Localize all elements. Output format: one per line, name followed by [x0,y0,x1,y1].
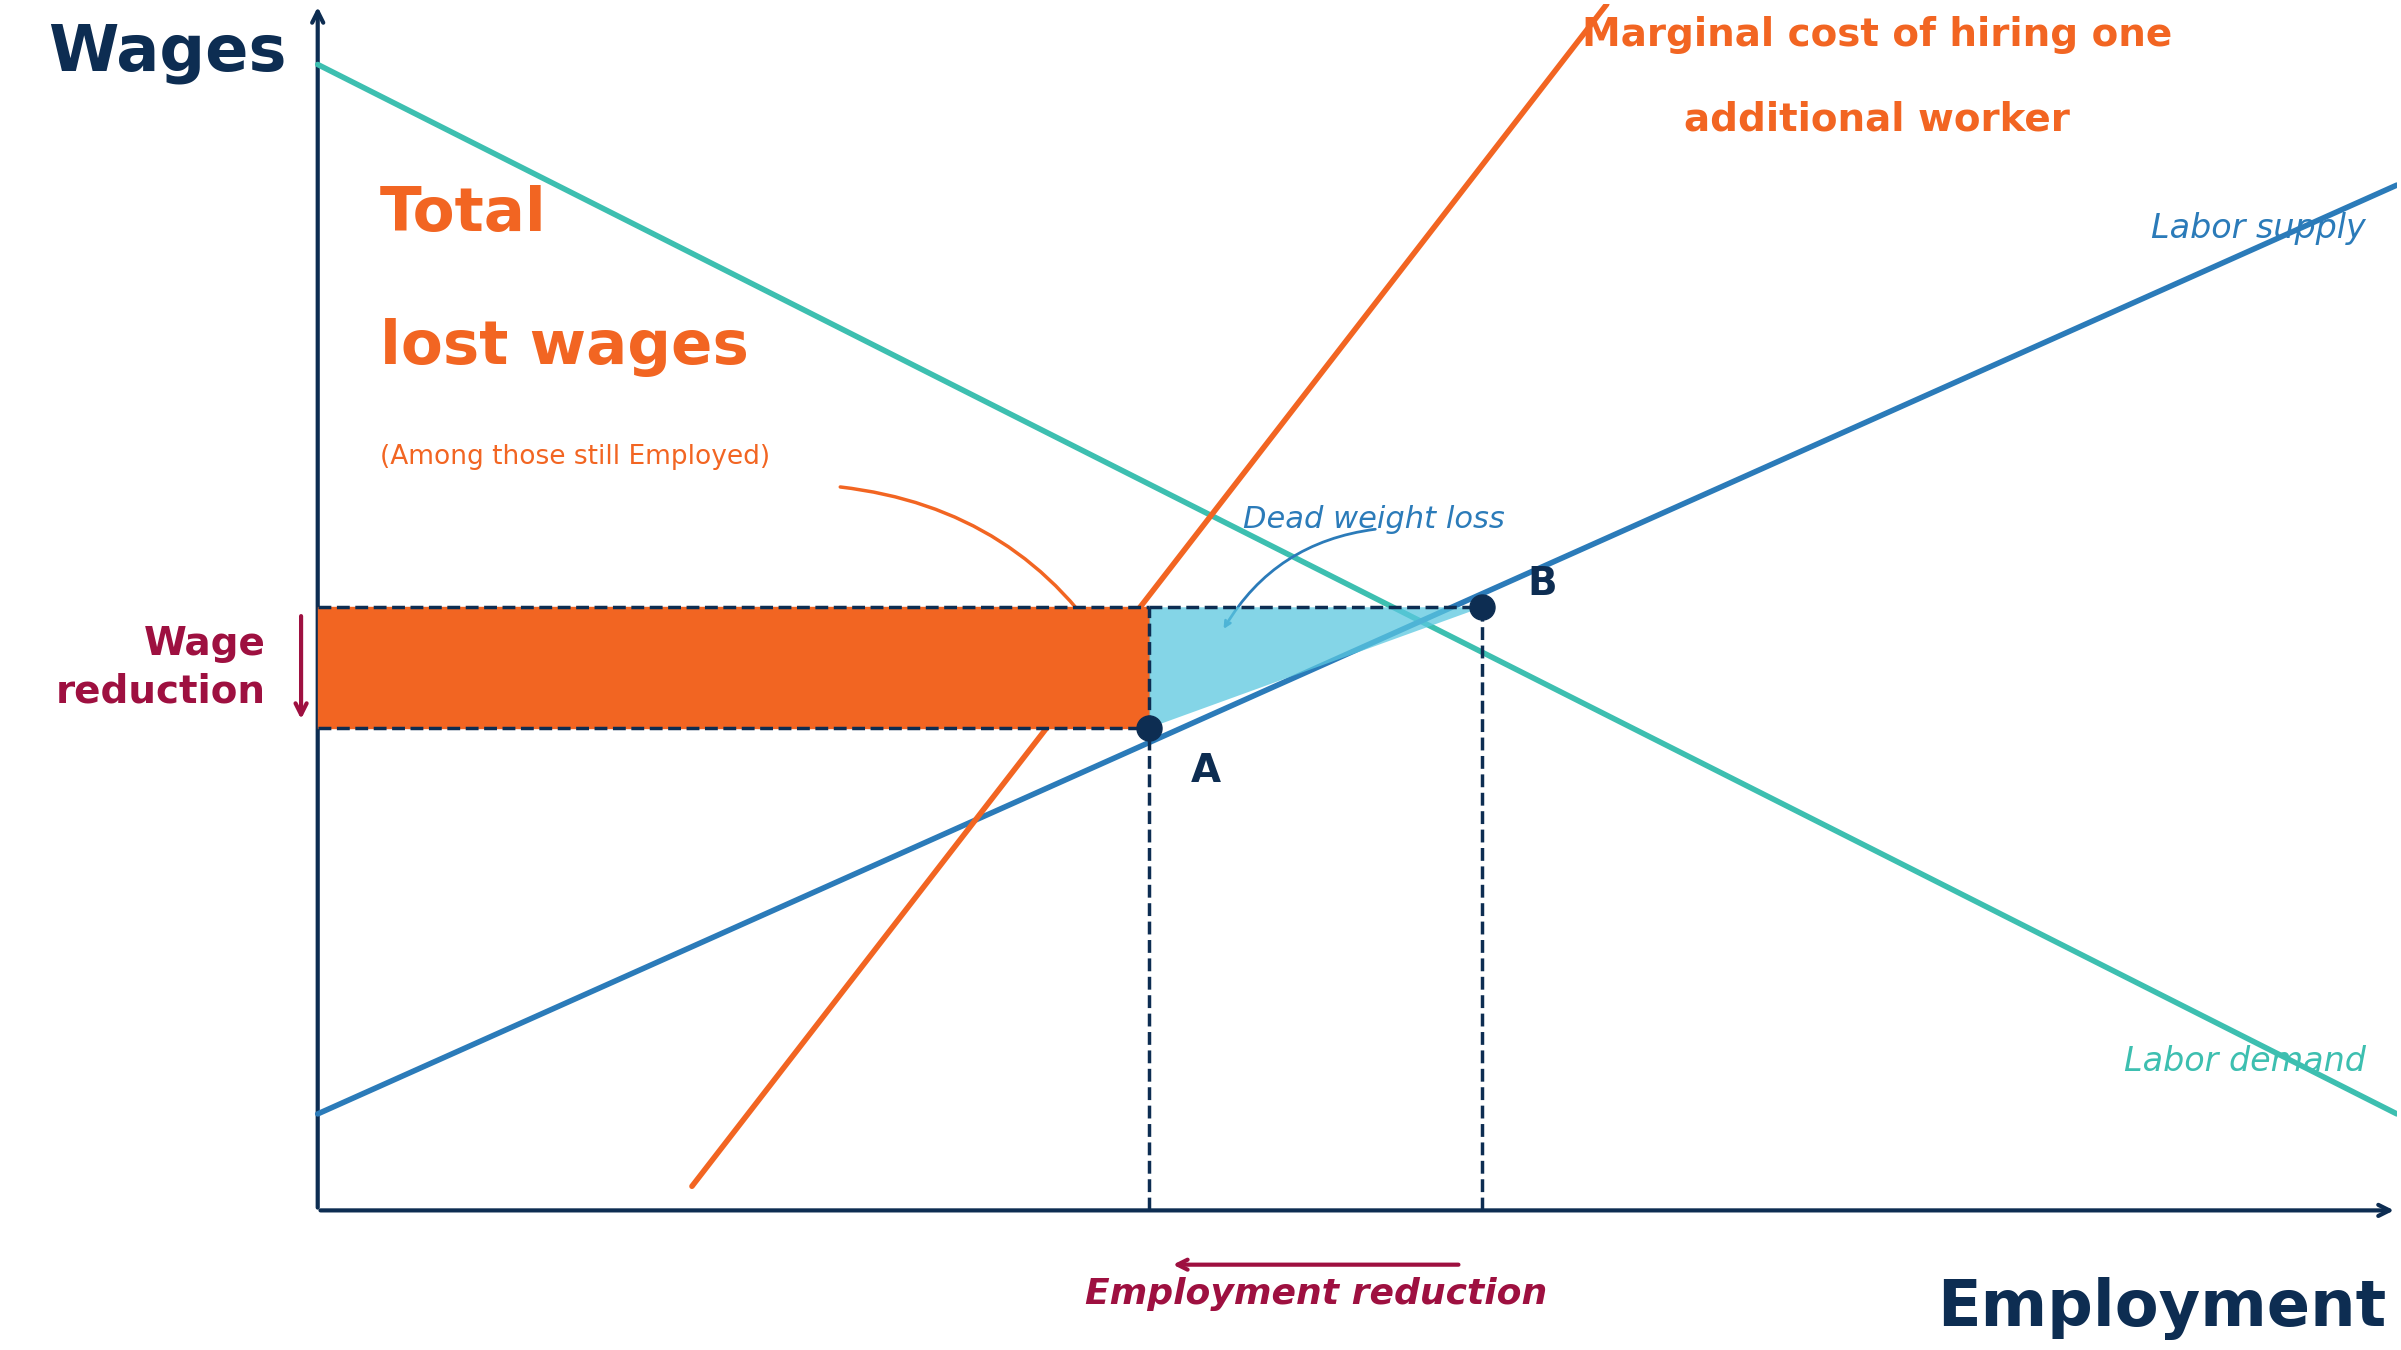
Polygon shape [317,608,1150,728]
Text: Labor demand: Labor demand [2125,1045,2365,1077]
Text: additional worker: additional worker [1683,101,2070,139]
Polygon shape [1150,608,1481,728]
Text: Wage
reduction: Wage reduction [55,625,267,710]
Text: Wages: Wages [48,22,286,84]
Text: B: B [1527,566,1558,603]
Text: Marginal cost of hiring one: Marginal cost of hiring one [1582,16,2173,54]
Text: (Among those still Employed): (Among those still Employed) [379,444,771,470]
Text: lost wages: lost wages [379,317,749,377]
Text: Labor supply: Labor supply [2151,212,2365,246]
Text: A: A [1191,752,1222,790]
Text: Total: Total [379,185,547,244]
Text: Employment reduction: Employment reduction [1085,1277,1546,1311]
Text: Employment: Employment [1938,1277,2387,1339]
Text: Dead weight loss: Dead weight loss [1244,505,1505,533]
